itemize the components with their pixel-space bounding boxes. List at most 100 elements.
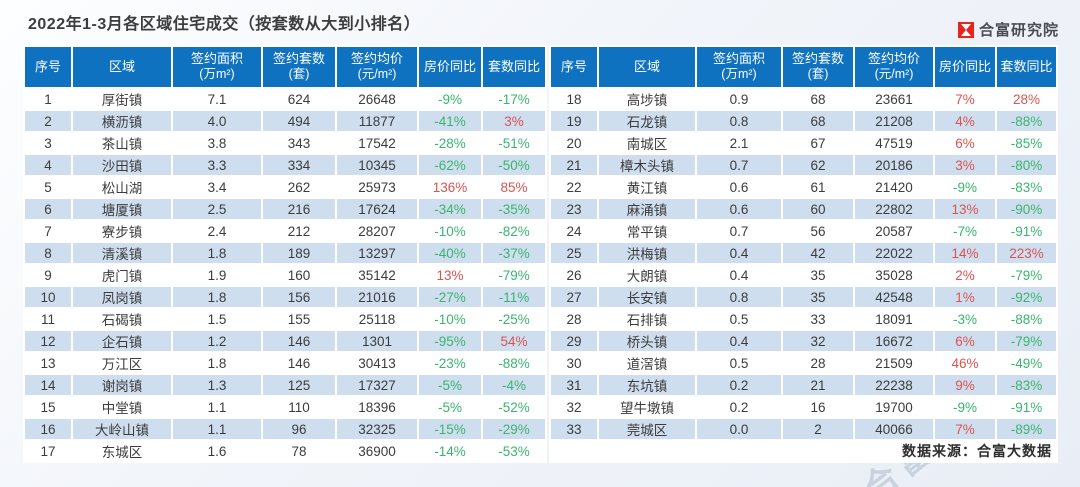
table-row: 15 中堂镇 1.1 110 18396 -5% -52% [25, 397, 545, 417]
region-cell: 厚街镇 [73, 89, 171, 109]
units-yoy-cell: -88% [997, 309, 1056, 329]
area-cell: 7.1 [173, 89, 261, 109]
units-cell: 146 [263, 331, 335, 351]
price-yoy-cell: 6% [935, 133, 995, 153]
units-yoy-cell: -50% [483, 155, 545, 175]
rank-cell: 19 [551, 111, 597, 131]
left-table-body: 1 厚街镇 7.1 624 26648 -9% -17% 2 横沥镇 4.0 494 11877 -41… [25, 89, 545, 461]
price-yoy-cell: -62% [419, 155, 481, 175]
table-row: 2 横沥镇 4.0 494 11877 -41% 3% [25, 111, 545, 131]
right-table-body: 18 高埗镇 0.9 68 23661 7% 28% 19 石龙镇 0.8 68 21208 4% -88… [551, 89, 1056, 461]
region-cell: 清溪镇 [73, 243, 171, 263]
table-row: 17 东城区 1.6 78 36900 -14% -53% [25, 441, 545, 461]
region-cell: 东城区 [73, 441, 171, 461]
table-row: 26 大朗镇 0.4 35 35028 2% -79% [551, 265, 1056, 285]
units-cell: 212 [263, 221, 335, 241]
units-cell: 42 [783, 243, 853, 263]
units-cell: 68 [783, 111, 853, 131]
rank-cell: 12 [25, 331, 71, 351]
region-cell: 沙田镇 [73, 155, 171, 175]
price-yoy-cell: 1% [935, 287, 995, 307]
units-yoy-cell: -83% [997, 375, 1056, 395]
region-cell: 石碣镇 [73, 309, 171, 329]
units-cell: 62 [783, 155, 853, 175]
price-yoy-cell: -41% [419, 111, 481, 131]
area-cell: 0.6 [697, 177, 781, 197]
empty-cell [697, 441, 781, 461]
col-header-units: 签约套数 (套) [783, 47, 853, 87]
units-yoy-cell: -49% [997, 353, 1056, 373]
region-cell: 大岭山镇 [73, 419, 171, 439]
rank-cell: 7 [25, 221, 71, 241]
units-cell: 125 [263, 375, 335, 395]
rank-cell: 32 [551, 397, 597, 417]
price-yoy-cell: 2% [935, 265, 995, 285]
area-cell: 1.8 [173, 287, 261, 307]
col-header-region: 区域 [73, 47, 171, 87]
col-header-area: 签约面积 (万m²) [173, 47, 261, 87]
col-header-price: 签约均价 (元/m²) [855, 47, 933, 87]
table-row: 4 沙田镇 3.3 334 10345 -62% -50% [25, 155, 545, 175]
price-yoy-cell: -23% [419, 353, 481, 373]
table-row: 19 石龙镇 0.8 68 21208 4% -88% [551, 111, 1056, 131]
rank-cell: 26 [551, 265, 597, 285]
units-yoy-cell: -35% [483, 199, 545, 219]
units-yoy-cell: 28% [997, 89, 1056, 109]
units-cell: 32 [783, 331, 853, 351]
price-yoy-cell: 7% [935, 419, 995, 439]
price-yoy-cell: -7% [935, 221, 995, 241]
region-cell: 道滘镇 [599, 353, 695, 373]
units-cell: 60 [783, 199, 853, 219]
region-cell: 石排镇 [599, 309, 695, 329]
price-cell: 13297 [337, 243, 417, 263]
table-row: 12 企石镇 1.2 146 1301 -95% 54% [25, 331, 545, 351]
rank-cell: 10 [25, 287, 71, 307]
rank-cell: 2 [25, 111, 71, 131]
region-cell: 东坑镇 [599, 375, 695, 395]
units-yoy-cell: -92% [997, 287, 1056, 307]
price-cell: 22802 [855, 199, 933, 219]
region-cell: 谢岗镇 [73, 375, 171, 395]
col-header-rank: 序号 [25, 47, 71, 87]
col-header-units: 签约套数 (套) [263, 47, 335, 87]
price-yoy-cell: -34% [419, 199, 481, 219]
left-table-header-row: 序号 区域 签约面积 (万m²) 签约套数 (套) 签约均价 (元/m²) 房价同比 … [25, 47, 545, 87]
units-cell: 343 [263, 133, 335, 153]
region-cell: 寮步镇 [73, 221, 171, 241]
units-yoy-cell: -83% [997, 177, 1056, 197]
table-row: 24 常平镇 0.7 56 20587 -7% -91% [551, 221, 1056, 241]
price-yoy-cell: 14% [935, 243, 995, 263]
area-cell: 1.9 [173, 265, 261, 285]
area-cell: 1.8 [173, 353, 261, 373]
price-yoy-cell: 6% [935, 331, 995, 351]
area-cell: 0.5 [697, 309, 781, 329]
price-cell: 21016 [337, 287, 417, 307]
table-row: 14 谢岗镇 1.3 125 17327 -5% -4% [25, 375, 545, 395]
left-table: 序号 区域 签约面积 (万m²) 签约套数 (套) 签约均价 (元/m²) 房价同比 … [23, 45, 547, 463]
price-yoy-cell: -27% [419, 287, 481, 307]
units-yoy-cell: -89% [997, 419, 1056, 439]
price-cell: 11877 [337, 111, 417, 131]
table-row: 20 南城区 2.1 67 47519 6% -85% [551, 133, 1056, 153]
price-cell: 20587 [855, 221, 933, 241]
price-cell: 36900 [337, 441, 417, 461]
units-cell: 35 [783, 265, 853, 285]
units-yoy-cell: -85% [997, 133, 1056, 153]
region-cell: 南城区 [599, 133, 695, 153]
units-cell: 35 [783, 287, 853, 307]
units-cell: 33 [783, 309, 853, 329]
area-cell: 0.2 [697, 375, 781, 395]
area-cell: 2.1 [697, 133, 781, 153]
region-cell: 虎门镇 [73, 265, 171, 285]
units-cell: 78 [263, 441, 335, 461]
price-yoy-cell: -9% [935, 177, 995, 197]
rank-cell: 1 [25, 89, 71, 109]
rank-cell: 24 [551, 221, 597, 241]
units-yoy-cell: -51% [483, 133, 545, 153]
units-yoy-cell: -53% [483, 441, 545, 461]
units-cell: 160 [263, 265, 335, 285]
region-cell: 企石镇 [73, 331, 171, 351]
units-cell: 189 [263, 243, 335, 263]
table-row: 7 寮步镇 2.4 212 28207 -10% -82% [25, 221, 545, 241]
units-yoy-cell: -37% [483, 243, 545, 263]
